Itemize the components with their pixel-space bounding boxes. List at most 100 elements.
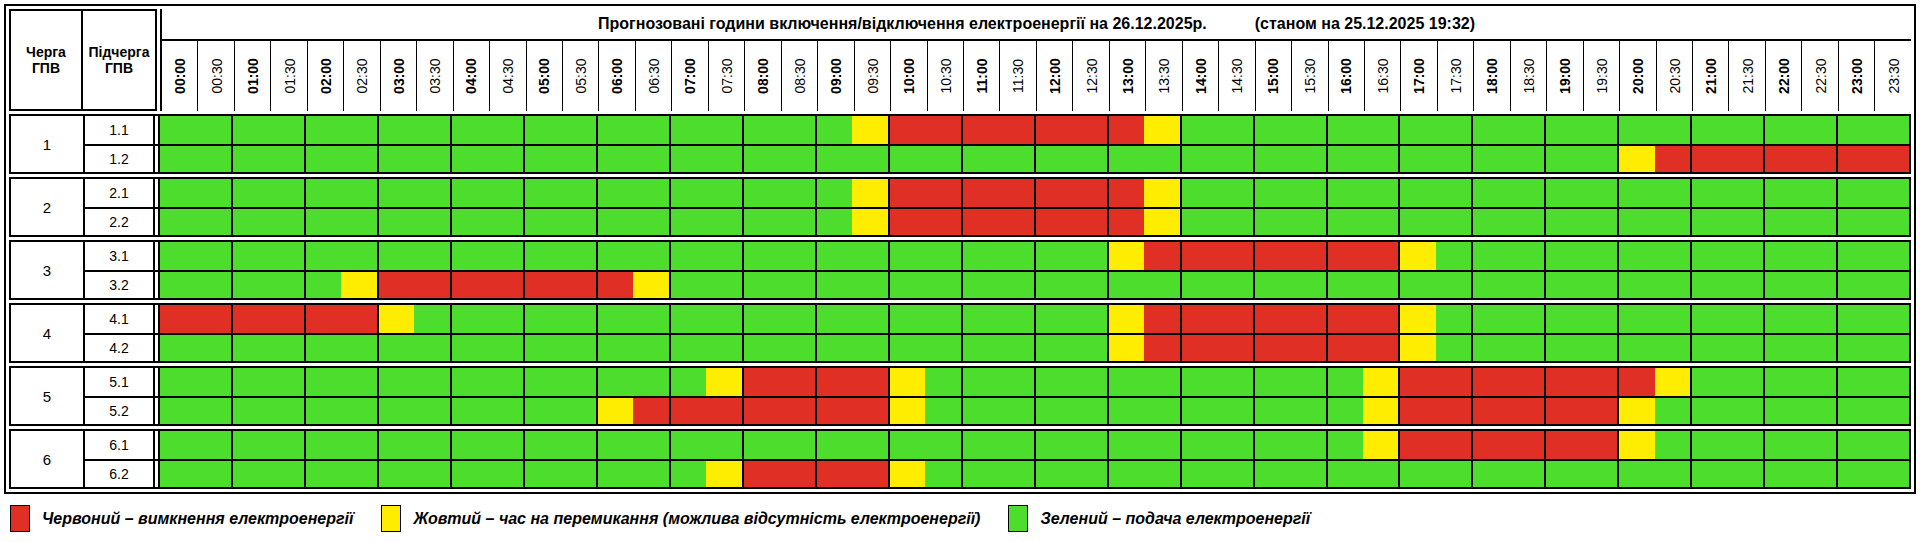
schedule-cell	[304, 116, 341, 144]
schedule-cell	[633, 305, 668, 333]
time-label-06-00: 06:00	[598, 41, 634, 111]
schedule-cell	[1544, 272, 1581, 298]
schedule-cell	[1690, 398, 1727, 424]
schedule-cell	[1034, 305, 1071, 333]
schedule-cell	[304, 335, 341, 361]
schedule-cell	[1180, 335, 1217, 361]
schedule-cell	[1071, 398, 1106, 424]
time-label-text: 13:30	[1156, 58, 1172, 93]
time-label-text: 10:00	[901, 58, 917, 94]
schedule-cell	[1728, 146, 1763, 172]
schedule-cell	[487, 242, 522, 270]
schedule-cell	[1801, 398, 1836, 424]
schedule-cell	[231, 398, 268, 424]
schedule-cell	[1836, 209, 1873, 235]
schedule-cell	[998, 461, 1033, 487]
schedule-cell	[1690, 368, 1727, 396]
time-label-13-30: 13:30	[1145, 41, 1181, 111]
schedule-cell	[888, 179, 925, 207]
schedule-cell	[998, 431, 1033, 459]
schedule-cell	[1874, 146, 1909, 172]
time-label-text: 23:30	[1885, 58, 1901, 93]
schedule-cell	[560, 335, 595, 361]
schedule-cell	[1034, 461, 1071, 487]
schedule-cell	[523, 272, 560, 298]
schedule-cell	[888, 209, 925, 235]
schedule-cell	[1836, 461, 1873, 487]
schedule-cell	[1509, 146, 1544, 172]
schedule-cell	[1107, 116, 1144, 144]
schedule-cell	[1874, 242, 1909, 270]
schedule-cell	[560, 431, 595, 459]
schedule-cell	[1728, 272, 1763, 298]
schedule-cell	[1801, 305, 1836, 333]
schedule-cell	[304, 431, 341, 459]
schedule-cell	[961, 368, 998, 396]
schedule-cell	[377, 398, 414, 424]
schedule-cell	[1071, 242, 1106, 270]
corner-header: Черга ГПВ Підчерга ГПВ	[9, 9, 157, 111]
schedule-cell	[1436, 209, 1471, 235]
time-label-text: 23:00	[1849, 58, 1865, 94]
schedule-cell	[1582, 209, 1617, 235]
subqueue-label: 1.2	[85, 146, 155, 172]
schedule-cell	[596, 209, 633, 235]
schedule-cell	[450, 335, 487, 361]
time-label-00-30: 00:30	[197, 41, 233, 111]
schedule-cell	[1509, 461, 1544, 487]
schedule-cell	[231, 116, 268, 144]
schedule-cell	[231, 146, 268, 172]
time-label-04-30: 04:30	[489, 41, 525, 111]
subqueue-label: 5.2	[85, 398, 155, 424]
schedule-cell	[1801, 209, 1836, 235]
legend-swatch-R	[10, 505, 30, 532]
schedule-cell	[633, 461, 668, 487]
schedule-cell	[1071, 209, 1106, 235]
schedule-cell	[1217, 272, 1252, 298]
schedule-cell	[1253, 398, 1290, 424]
schedule-cell	[1690, 335, 1727, 361]
schedule-cell	[1471, 272, 1508, 298]
schedule-cell	[852, 272, 887, 298]
row-cells	[158, 116, 1909, 144]
schedule-row-5.2: 5.2	[85, 396, 1909, 424]
schedule-cell	[633, 398, 668, 424]
schedule-bands: 11.11.222.12.233.13.244.14.255.15.266.16…	[9, 114, 1911, 489]
schedule-cell	[1253, 116, 1290, 144]
schedule-cell	[742, 368, 779, 396]
schedule-cell	[1398, 272, 1435, 298]
time-label-text: 04:00	[463, 58, 479, 94]
schedule-cell	[706, 431, 741, 459]
schedule-cell	[925, 116, 960, 144]
time-label-text: 16:00	[1338, 58, 1354, 94]
schedule-cell	[268, 305, 303, 333]
schedule-cell	[1582, 398, 1617, 424]
schedule-cell	[304, 461, 341, 487]
schedule-cell	[998, 116, 1033, 144]
schedule-cell	[1763, 209, 1800, 235]
schedule-cell	[1217, 209, 1252, 235]
schedule-cell	[1509, 335, 1544, 361]
schedule-cell	[195, 368, 230, 396]
subqueue-label: 1.1	[85, 116, 155, 144]
schedule-cell	[1436, 431, 1471, 459]
schedule-cell	[961, 305, 998, 333]
schedule-cell	[1836, 179, 1873, 207]
schedule-cell	[961, 242, 998, 270]
schedule-cell	[1544, 179, 1581, 207]
schedule-row-6.2: 6.2	[85, 459, 1909, 487]
time-label-08-30: 08:30	[781, 41, 817, 111]
schedule-cell	[377, 305, 414, 333]
schedule-cell	[852, 116, 887, 144]
schedule-row-2.1: 2.1	[85, 179, 1909, 207]
schedule-cell	[1801, 116, 1836, 144]
time-label-14-00: 14:00	[1182, 41, 1218, 111]
schedule-cell	[1034, 431, 1071, 459]
schedule-cell	[1728, 305, 1763, 333]
time-label-14-30: 14:30	[1218, 41, 1254, 111]
schedule-cell	[1582, 335, 1617, 361]
schedule-cell	[1617, 398, 1654, 424]
schedule-cell	[523, 116, 560, 144]
schedule-cell	[414, 305, 449, 333]
schedule-cell	[706, 305, 741, 333]
